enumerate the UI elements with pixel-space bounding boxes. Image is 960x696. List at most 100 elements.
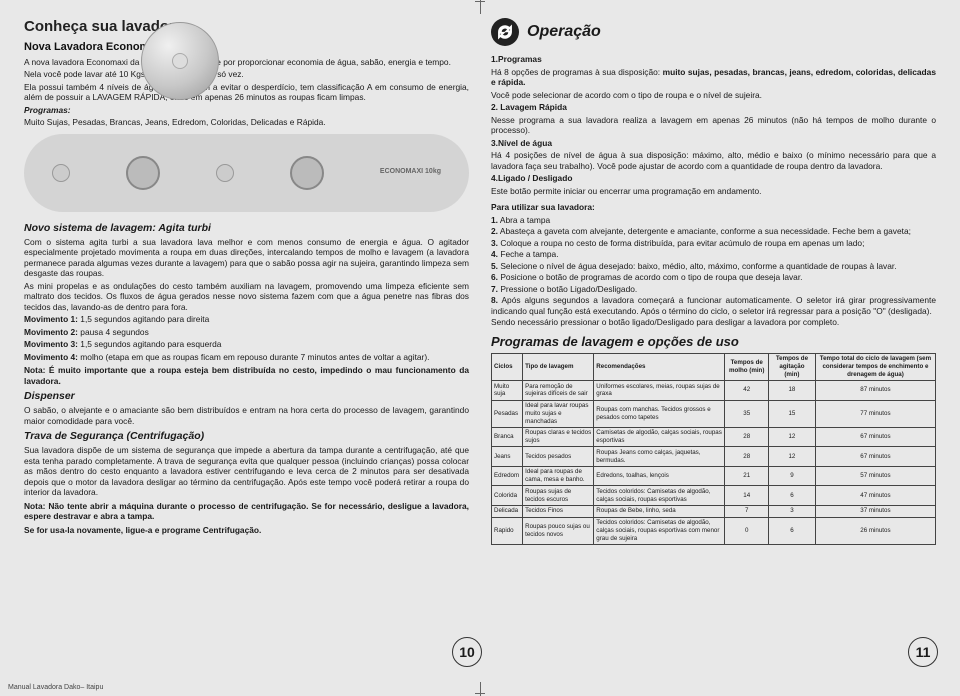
pagenum-left: 10: [452, 637, 482, 667]
table-header-row: CiclosTipo de lavagemRecomendaçõesTempos…: [492, 353, 936, 380]
table-cell: Colorida: [492, 486, 523, 506]
operacao-header: Operação: [491, 18, 936, 46]
table-cell: 47 minutos: [815, 486, 935, 506]
table-cell: 6: [768, 486, 815, 506]
pagenum-right: 11: [908, 637, 938, 667]
step-item: 7. Pressione o botão Ligado/Desligado.: [491, 284, 936, 295]
table-cell: 18: [768, 381, 815, 401]
table-cell: 0: [725, 517, 769, 544]
panel-water-level-knob: [290, 156, 324, 190]
operacao-title: Operação: [527, 22, 601, 42]
programas-body: Muito Sujas, Pesadas, Brancas, Jeans, Ed…: [24, 117, 469, 128]
mov4: Movimento 4: molho (etapa em que as roup…: [24, 352, 469, 363]
table-cell: Ideal para lavar roupas muito sujas e ma…: [523, 400, 594, 427]
table-cell: Edredom: [492, 466, 523, 486]
table-cell: 42: [725, 381, 769, 401]
left-title: Conheça sua lavadora: [24, 18, 469, 37]
s4-body: Este botão permite iniciar ou encerrar u…: [491, 186, 936, 197]
table-cell: Branca: [492, 427, 523, 447]
s2-head: 2. Lavagem Rápida: [491, 102, 936, 113]
s3-head: 3.Nível de água: [491, 138, 936, 149]
table-cell: Camisetas de algodão, calças sociais, ro…: [594, 427, 725, 447]
table-cell: Roupas de Bebe, linho, seda: [594, 505, 725, 517]
cycles-table: CiclosTipo de lavagemRecomendaçõesTempos…: [491, 353, 936, 545]
s1-body: Há 8 opções de programas à sua disposiçã…: [491, 67, 936, 88]
table-row: DelicadaTecidos FinosRoupas de Bebe, lin…: [492, 505, 936, 517]
table-cell: 3: [768, 505, 815, 517]
table-row: RapidoRoupas pouco sujas ou tecidos novo…: [492, 517, 936, 544]
nota2a: Nota: Não tente abrir a máquina durante …: [24, 501, 469, 522]
s2-body: Nesse programa a sua lavadora realiza a …: [491, 115, 936, 136]
table-row: JeansTecidos pesadosRoupas Jeans como ca…: [492, 447, 936, 467]
table-row: Muito sujaPara remoção de sujeiras difíc…: [492, 381, 936, 401]
trava-body: Sua lavadora dispõe de um sistema de seg…: [24, 445, 469, 498]
page-numbers: 10 11: [0, 637, 960, 667]
nota2b: Se for usa-la novamente, ligue-a e progr…: [24, 525, 469, 536]
table-cell: Tecidos pesados: [523, 447, 594, 467]
programas-lead: Programas:: [24, 105, 469, 116]
table-row: BrancaRoupas claras e tecidos sujosCamis…: [492, 427, 936, 447]
table-cell: Roupas claras e tecidos sujos: [523, 427, 594, 447]
s1-p2: Você pode selecionar de acordo com o tip…: [491, 90, 936, 101]
table-cell: Roupas Jeans como calças, jaquetas, berm…: [594, 447, 725, 467]
table-col-header: Tempos de molho (min): [725, 353, 769, 380]
nota1: Nota: É muito importante que a roupa est…: [24, 365, 469, 386]
final-p: Sendo necessário pressionar o botão liga…: [491, 317, 936, 328]
table-cell: 35: [725, 400, 769, 427]
s1-head: 1.Programas: [491, 54, 936, 65]
table-col-header: Tempos de agitação (min): [768, 353, 815, 380]
trava-head: Trava de Segurança (Centrifugação): [24, 430, 469, 443]
table-cell: Para remoção de sujeiras difíceis de sai…: [523, 381, 594, 401]
table-cell: 21: [725, 466, 769, 486]
step-item: 6. Posicione o botão de programas de aco…: [491, 272, 936, 283]
table-cell: 15: [768, 400, 815, 427]
table-col-header: Tipo de lavagem: [523, 353, 594, 380]
table-cell: Ideal para roupas de cama, mesa e banho.: [523, 466, 594, 486]
panel-brand: ECONOMAXI 10kg: [380, 168, 441, 177]
table-cell: 6: [768, 517, 815, 544]
table-cell: Roupas sujas de tecidos escuros: [523, 486, 594, 506]
s4-head: 4.Ligado / Desligado: [491, 173, 936, 184]
table-row: EdredomIdeal para roupas de cama, mesa e…: [492, 466, 936, 486]
table-cell: 67 minutos: [815, 427, 935, 447]
steps-list: 1. Abra a tampa2. Abasteça a gaveta com …: [491, 215, 936, 317]
table-body: Muito sujaPara remoção de sujeiras difíc…: [492, 381, 936, 545]
table-cell: Jeans: [492, 447, 523, 467]
table-col-header: Tempo total do ciclo de lavagem (sem con…: [815, 353, 935, 380]
table-title: Programas de lavagem e opções de uso: [491, 334, 936, 350]
left-p2: Nela você pode lavar até 10 Kgs de roupa…: [24, 69, 469, 80]
table-cell: 12: [768, 427, 815, 447]
table-cell: 28: [725, 447, 769, 467]
util-head: Para utilizar sua lavadora:: [491, 202, 936, 213]
panel-power-button-icon: [216, 164, 234, 182]
step-item: 4. Feche a tampa.: [491, 249, 936, 260]
step-item: 8. Após alguns segundos a lavadora começ…: [491, 295, 936, 316]
table-cell: 12: [768, 447, 815, 467]
table-cell: Muito suja: [492, 381, 523, 401]
left-p3: Ela possui também 4 níveis de água que a…: [24, 82, 469, 103]
dispenser-head: Dispenser: [24, 390, 469, 403]
s3-body: Há 4 posições de nível de água à sua dis…: [491, 150, 936, 171]
table-cell: 77 minutos: [815, 400, 935, 427]
left-p1: A nova lavadora Economaxi da Dako tem es…: [24, 57, 469, 68]
footer-text: Manual Lavadora Dako– Itaipu: [8, 684, 103, 691]
table-col-header: Recomendações: [594, 353, 725, 380]
table-cell: Edredons, toalhas, lençois: [594, 466, 725, 486]
table-cell: 26 minutos: [815, 517, 935, 544]
table-cell: 28: [725, 427, 769, 447]
right-column: Operação 1.Programas Há 8 opções de prog…: [491, 18, 936, 630]
table-cell: 9: [768, 466, 815, 486]
novo-head: Novo sistema de lavagem: Agita turbi: [24, 222, 469, 235]
table-cell: 7: [725, 505, 769, 517]
novo-p2: As mini propelas e as ondulações do cest…: [24, 281, 469, 313]
table-cell: Tecidos coloridos: Camisetas de algodão,…: [594, 517, 725, 544]
step-item: 3. Coloque a roupa no cesto de forma dis…: [491, 238, 936, 249]
table-cell: Pesadas: [492, 400, 523, 427]
mov2: Movimento 2: pausa 4 segundos: [24, 327, 469, 338]
table-cell: 87 minutos: [815, 381, 935, 401]
mov3: Movimento 3: 1,5 segundos agitando para …: [24, 339, 469, 350]
manual-spread: Conheça sua lavadora Nova Lavadora Econo…: [0, 0, 960, 660]
step-item: 1. Abra a tampa: [491, 215, 936, 226]
table-cell: Rapido: [492, 517, 523, 544]
washer-drum-image: [141, 22, 219, 100]
